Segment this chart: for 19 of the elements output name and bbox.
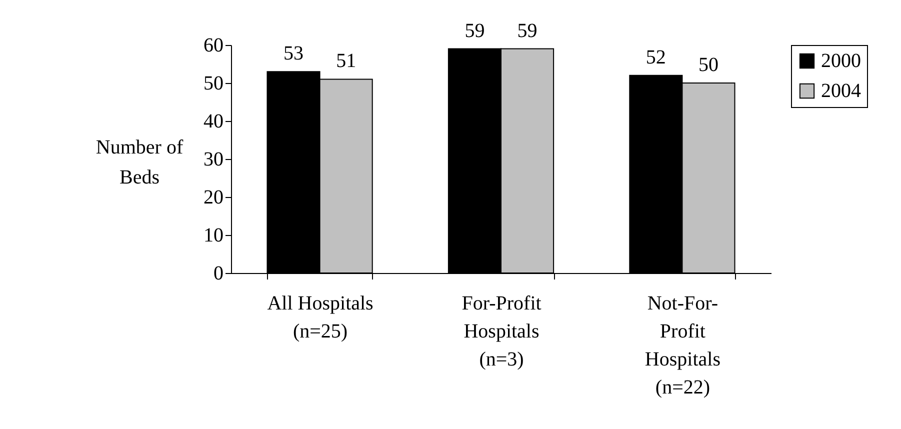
y-tick-label: 30 xyxy=(204,148,224,170)
y-tick-label: 10 xyxy=(204,224,224,246)
data-label: 51 xyxy=(336,50,356,72)
y-tick-label: 40 xyxy=(204,110,224,132)
y-tick-label: 0 xyxy=(214,262,224,284)
x-tick-label: For-Profit Hospitals (n=3) xyxy=(462,292,542,370)
x-tick-label: Not-For- Profit Hospitals (n=22) xyxy=(644,292,721,398)
data-label: 50 xyxy=(698,54,718,76)
y-tick-label: 50 xyxy=(204,72,224,94)
data-label: 59 xyxy=(464,20,485,42)
legend-label: 2000 xyxy=(821,50,861,72)
legend-label: 2004 xyxy=(821,80,861,102)
data-label: 53 xyxy=(284,42,304,65)
y-tick-label: 60 xyxy=(204,34,224,56)
y-axis-title: Number of Beds xyxy=(96,136,184,188)
y-tick-label: 20 xyxy=(204,186,224,208)
x-tick-label: All Hospitals (n=25) xyxy=(267,292,374,342)
data-label: 59 xyxy=(517,20,538,42)
data-label: 52 xyxy=(646,46,666,68)
